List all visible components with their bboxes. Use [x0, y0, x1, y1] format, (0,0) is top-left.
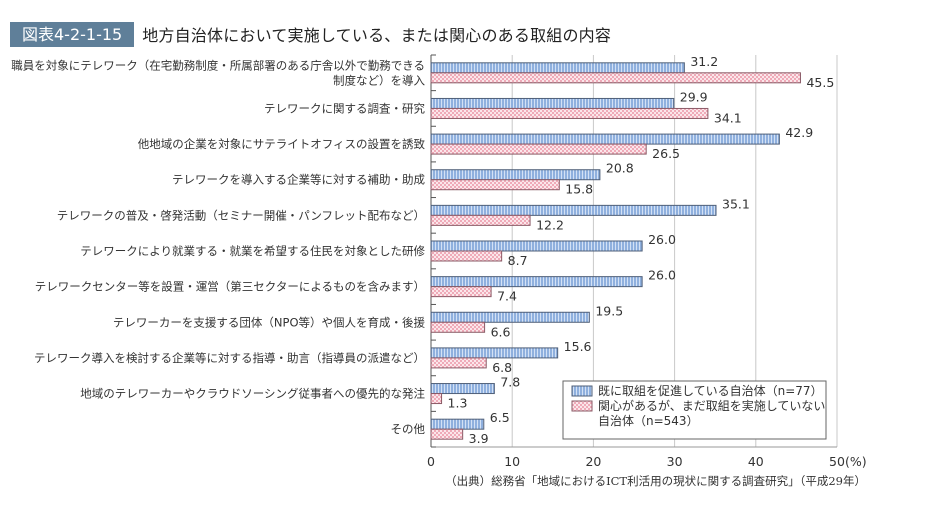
data-label: 45.5 [806, 75, 834, 90]
bar-series-promoting [430, 133, 780, 145]
x-tick-label: 20 [585, 454, 601, 469]
data-label: 42.9 [785, 125, 813, 140]
bar-series-promoting [430, 311, 590, 323]
category-label: テレワークを導入する企業等に対する補助・助成 [172, 173, 425, 187]
source-note: （出典）総務省「地域におけるICT利活用の現状に関する調査研究」（平成29年） [445, 474, 866, 488]
x-tick-label: 40 [748, 454, 764, 469]
category-label: テレワークセンター等を設置・運営（第三セクターによるものを含みます） [35, 280, 425, 294]
category-label: 他地域の企業を対象にサテライトオフィスの設置を誘致 [138, 137, 426, 151]
bar-series-promoting [430, 383, 495, 395]
x-tick-label: 10 [504, 454, 520, 469]
legend-box [562, 380, 827, 440]
bar-series-interested [430, 321, 486, 333]
value-labels: 31.2 45.5 29.9 34.1 42.9 26.5 20.8 15.8 35.1 12.2… [448, 54, 835, 446]
bar-series-interested [430, 357, 487, 369]
bar-series-interested [430, 143, 647, 155]
category-label: テレワーク導入を検討する企業等に対する指導・助言（指導員の派遣など） [34, 351, 425, 365]
data-label: 31.2 [690, 54, 718, 69]
bar-series-interested [430, 179, 560, 191]
category-label: テレワークの普及・啓発活動（セミナー開催・パンフレット配布など） [57, 208, 425, 222]
data-label: 29.9 [680, 89, 708, 104]
legend: 既に取組を促進している自治体（n=77）関心があるが、まだ取組を実施していない自… [562, 380, 827, 440]
bar-series-interested [430, 107, 709, 119]
bar-series-promoting [430, 347, 559, 359]
x-tick-label: 30 [667, 454, 683, 469]
x-tick-labels: 0 10 20 30 40 50 (%) [427, 454, 867, 469]
bar-series-interested [430, 72, 801, 84]
bar-series-promoting [430, 276, 643, 288]
bar-series-promoting [430, 204, 717, 216]
legend-swatch-interested [571, 400, 593, 412]
data-label: 34.1 [714, 110, 742, 125]
x-axis-unit: (%) [845, 454, 867, 469]
bar-series-promoting [430, 169, 601, 181]
data-label: 12.2 [536, 217, 564, 232]
bar-series-interested [430, 250, 503, 262]
figure-title-bar: 図表4-2-1-15 地方自治体において実施している、または関心のある取組の内容 [10, 21, 612, 47]
bar-series-interested [430, 428, 464, 440]
category-label: 地域のテレワーカーやクラウドソーシング従事者への優先的な発注 [80, 387, 425, 401]
bar-series-promoting [430, 97, 675, 109]
bar-series-interested [430, 393, 443, 405]
data-label: 35.1 [722, 196, 750, 211]
bar-series-interested [430, 286, 492, 298]
data-label: 1.3 [448, 396, 468, 411]
category-labels: 職員を対象にテレワーク（在宅勤務制度・所属部署のある庁舎以外で勤務できる制度など… [11, 58, 425, 436]
data-label: 6.8 [492, 360, 512, 375]
x-tick-label: 0 [427, 454, 435, 469]
data-label: 15.6 [564, 339, 592, 354]
legend-label: 関心があるが、まだ取組を実施していない [598, 398, 825, 413]
figure-title: 地方自治体において実施している、または関心のある取組の内容 [142, 26, 612, 45]
category-label: 制度など）を導入 [333, 73, 425, 87]
data-label: 15.8 [565, 182, 593, 197]
bars [430, 62, 801, 440]
legend-label: 自治体（n=543） [598, 414, 699, 428]
data-label: 19.5 [595, 303, 623, 318]
data-label: 20.8 [606, 161, 634, 176]
x-tick-label: 50 [829, 454, 845, 469]
category-label: テレワークに関する調査・研究 [264, 101, 425, 115]
data-label: 8.7 [508, 253, 528, 268]
legend-label: 既に取組を促進している自治体（n=77） [598, 384, 823, 398]
data-label: 26.0 [648, 268, 676, 283]
data-label: 3.9 [469, 431, 489, 446]
category-label: その他 [391, 422, 426, 436]
bar-series-interested [430, 214, 531, 226]
category-label: テレワーカーを支援する団体（NPO等）や個人を育成・後援 [113, 315, 426, 329]
category-label: テレワークにより就業する・就業を希望する住民を対象とした研修 [80, 244, 425, 258]
figure-number-badge: 図表4-2-1-15 [10, 21, 135, 47]
data-label: 7.4 [497, 289, 517, 304]
data-label: 26.0 [648, 232, 676, 247]
category-label: 職員を対象にテレワーク（在宅勤務制度・所属部署のある庁舎以外で勤務できる [11, 58, 425, 72]
data-label: 26.5 [652, 146, 680, 161]
bar-series-promoting [430, 418, 485, 430]
bar-series-promoting [430, 62, 685, 74]
bar-series-promoting [430, 240, 643, 252]
legend-swatch-promoting [571, 385, 593, 397]
data-label: 6.5 [490, 410, 510, 425]
data-label: 7.8 [500, 375, 520, 390]
data-label: 6.6 [491, 324, 511, 339]
